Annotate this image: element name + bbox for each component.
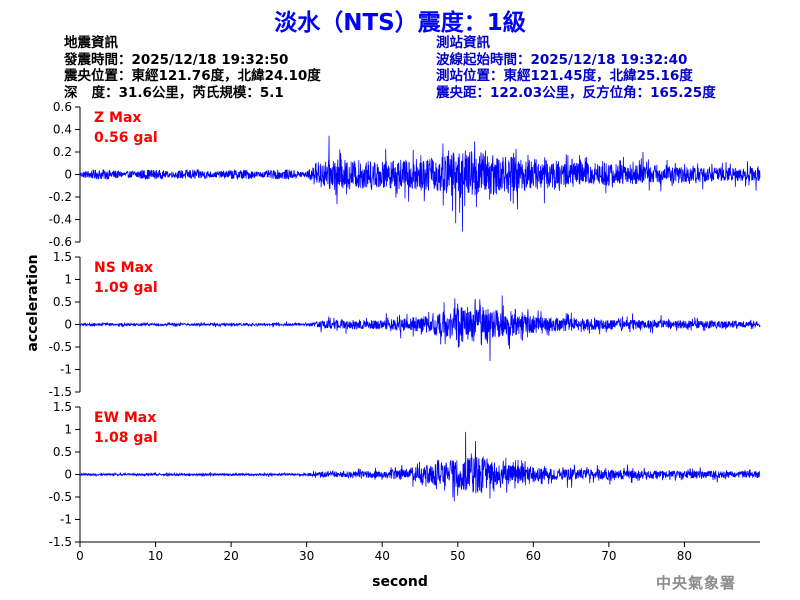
y-tick-label: -0.2: [49, 190, 72, 204]
y-tick-label: 0.2: [53, 145, 72, 159]
panel-z: 0.6 0.4 0.2 0 -0.2 -0.4 -0.6 Z Max 0.56 gal: [49, 100, 761, 249]
x-tick-label: 50: [450, 549, 465, 563]
y-tick-label: -1.5: [49, 535, 72, 549]
x-tick-label: 20: [223, 549, 238, 563]
peak-value: 0.56 gal: [94, 130, 158, 146]
epicenter-location: 震央位置：東經121.76度，北緯24.10度: [64, 68, 321, 84]
peak-value: 1.09 gal: [94, 280, 158, 296]
y-tick-label: -1: [60, 513, 72, 527]
agency-footer: 中央氣象署: [656, 574, 737, 592]
panel-ns: 1.5 1 0.5 0 -0.5 -1 -1.5 NS Max 1.09 gal: [49, 250, 761, 399]
depth-magnitude: 深 度：31.6公里，芮氏規模：5.1: [64, 84, 284, 101]
waveform-ns: [79, 295, 761, 361]
origin-time: 發震時間：2025/12/18 19:32:50: [64, 51, 289, 68]
x-tick-label: 40: [375, 549, 390, 563]
x-tick-label: 60: [526, 549, 541, 563]
y-tick-label: -1.5: [49, 385, 72, 399]
y-tick-label: -1: [60, 363, 72, 377]
y-tick-label: -0.5: [49, 340, 72, 354]
x-axis-label: second: [372, 574, 428, 590]
y-tick-label: 1: [64, 273, 72, 287]
y-tick-label: 1: [64, 423, 72, 437]
y-tick-label: -0.6: [49, 235, 72, 249]
y-tick-label: 1.5: [53, 400, 72, 414]
station-location: 測站位置：東經121.45度，北緯25.16度: [436, 68, 693, 84]
x-tick-label: 10: [148, 549, 163, 563]
chart-title: 淡水（NTS）震度：1級: [274, 10, 526, 36]
station-info-heading: 測站資訊: [436, 35, 490, 51]
y-tick-label: 1.5: [53, 250, 72, 264]
panel-ew: 1.5 1 0.5 0 -0.5 -1 -1.5 EW Max 1.08 gal: [49, 400, 761, 549]
peak-value: 1.08 gal: [94, 430, 158, 446]
earthquake-info-block: 地震資訊 發震時間：2025/12/18 19:32:50 震央位置：東經121.7…: [64, 35, 321, 101]
y-tick-label: -0.5: [49, 490, 72, 504]
y-tick-label: 0.5: [53, 445, 72, 459]
y-tick-label: -0.4: [49, 213, 72, 227]
x-tick-label: 0: [76, 549, 84, 563]
y-tick-label: 0: [64, 168, 72, 182]
x-tick-label: 80: [677, 549, 692, 563]
waveform-z: [79, 135, 761, 232]
y-axis-label: acceleration: [25, 254, 41, 351]
peak-label: Z Max: [94, 110, 141, 126]
earthquake-info-heading: 地震資訊: [64, 35, 118, 51]
x-axis: 0 10 20 30 40 50 60 70 80: [76, 541, 760, 563]
station-info-block: 測站資訊 波線起始時間：2025/12/18 19:32:40 測站位置：東經121…: [436, 35, 716, 101]
peak-label: NS Max: [94, 260, 153, 276]
y-tick-label: 0.4: [53, 123, 72, 137]
waveform-ew: [79, 431, 761, 502]
x-tick-label: 30: [299, 549, 314, 563]
waveform-start-time: 波線起始時間：2025/12/18 19:32:40: [436, 51, 688, 68]
peak-label: EW Max: [94, 410, 156, 426]
x-tick-label: 70: [601, 549, 616, 563]
y-tick-label: 0.5: [53, 295, 72, 309]
y-tick-label: 0: [64, 318, 72, 332]
y-tick-label: 0: [64, 468, 72, 482]
y-tick-label: 0.6: [53, 100, 72, 114]
epicentral-distance: 震央距：122.03公里，反方位角：165.25度: [436, 84, 716, 101]
